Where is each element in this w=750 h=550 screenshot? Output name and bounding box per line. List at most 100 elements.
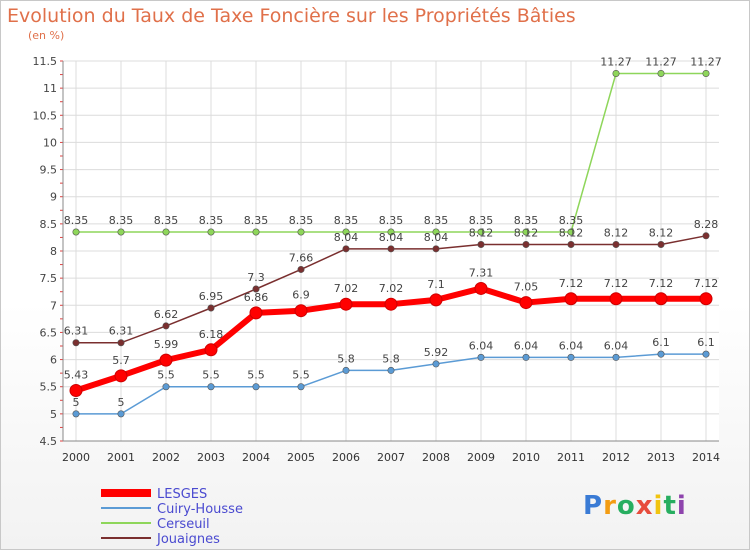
data-point [609, 292, 623, 306]
data-label: 8.04 [424, 231, 449, 244]
data-label: 6.31 [109, 325, 134, 338]
data-label: 7.3 [247, 271, 265, 284]
data-label: 8.04 [334, 231, 359, 244]
data-point [69, 384, 83, 398]
data-point [522, 228, 530, 236]
y-tick-label: 11 [43, 82, 57, 95]
y-tick-label: 9.5 [40, 164, 58, 177]
data-label: 5.8 [382, 352, 400, 365]
x-tick-label: 2010 [512, 451, 540, 464]
data-point [429, 293, 443, 307]
data-point [702, 69, 710, 77]
data-label: 7.05 [514, 281, 539, 294]
data-point [204, 343, 218, 357]
chart-title: Evolution du Taux de Taxe Foncière sur l… [7, 5, 576, 27]
y-tick-label: 11.5 [33, 55, 58, 68]
data-point [162, 383, 170, 391]
data-point [207, 304, 215, 312]
data-label: 5.8 [337, 352, 355, 365]
data-label: 7.31 [469, 266, 494, 279]
data-label: 6.1 [652, 336, 670, 349]
data-label: 6.1 [697, 336, 715, 349]
data-label: 8.12 [604, 226, 629, 239]
data-point [522, 240, 530, 248]
data-label: 11.27 [690, 55, 722, 68]
y-tick-label: 6 [50, 354, 57, 367]
y-tick-label: 7 [50, 299, 57, 312]
data-point [657, 69, 665, 77]
data-point [339, 297, 353, 311]
data-label: 11.27 [645, 55, 677, 68]
data-label: 6.04 [604, 339, 629, 352]
data-point [432, 360, 440, 368]
data-point [474, 281, 488, 295]
data-point [162, 228, 170, 236]
data-label: 7.12 [604, 277, 629, 290]
data-point [654, 292, 668, 306]
data-point [252, 228, 260, 236]
data-point [117, 339, 125, 347]
x-tick-label: 2000 [62, 451, 90, 464]
data-label: 8.12 [514, 226, 539, 239]
data-point [699, 292, 713, 306]
y-tick-label: 5.5 [40, 381, 58, 394]
data-label: 6.31 [64, 325, 89, 338]
data-point [477, 353, 485, 361]
legend-label: Cerseuil [157, 517, 210, 532]
data-label: 7.12 [694, 277, 719, 290]
data-point [477, 240, 485, 248]
y-tick-label: 9 [50, 191, 57, 204]
data-label: 5 [73, 396, 80, 409]
data-label: 7.1 [427, 278, 445, 291]
logo-letter: t [663, 491, 677, 521]
data-point [297, 383, 305, 391]
data-label: 7.12 [649, 277, 674, 290]
data-point [159, 353, 173, 367]
x-tick-label: 2011 [557, 451, 585, 464]
legend-label: LESGES [157, 487, 207, 502]
x-tick-label: 2008 [422, 451, 450, 464]
data-point [252, 383, 260, 391]
data-point [387, 228, 395, 236]
legend-label: Jouaignes [156, 532, 220, 547]
data-point [207, 228, 215, 236]
data-point [294, 304, 308, 318]
data-point [387, 366, 395, 374]
data-point [519, 296, 533, 310]
x-tick-label: 2004 [242, 451, 270, 464]
data-point [522, 353, 530, 361]
data-point [297, 265, 305, 273]
x-tick-label: 2012 [602, 451, 630, 464]
y-tick-label: 8.5 [40, 218, 58, 231]
data-point [384, 297, 398, 311]
data-label: 8.04 [379, 231, 404, 244]
data-point [207, 383, 215, 391]
logo-letter: i [676, 491, 687, 521]
data-label: 6.04 [514, 339, 539, 352]
y-tick-label: 5 [50, 408, 57, 421]
data-point [387, 245, 395, 253]
y-tick-label: 10.5 [33, 109, 58, 122]
data-label: 8.35 [379, 214, 404, 227]
chart-subtitle: (en %) [28, 29, 65, 42]
data-point [117, 228, 125, 236]
data-label: 8.35 [469, 214, 494, 227]
y-tick-label: 8 [50, 245, 57, 258]
data-label: 8.35 [64, 214, 89, 227]
data-point [702, 232, 710, 240]
legend-label: Cuiry-Housse [157, 502, 243, 517]
data-label: 8.28 [694, 218, 719, 231]
data-point [162, 322, 170, 330]
data-label: 11.27 [600, 55, 632, 68]
logo-letter: P [583, 491, 604, 521]
data-label: 8.35 [514, 214, 539, 227]
data-point [612, 69, 620, 77]
logo-letter: r [603, 491, 617, 521]
x-tick-label: 2009 [467, 451, 495, 464]
data-label: 8.35 [289, 214, 314, 227]
data-label: 5 [118, 396, 125, 409]
x-tick-label: 2014 [692, 451, 720, 464]
data-point [567, 240, 575, 248]
data-label: 5.99 [154, 338, 179, 351]
